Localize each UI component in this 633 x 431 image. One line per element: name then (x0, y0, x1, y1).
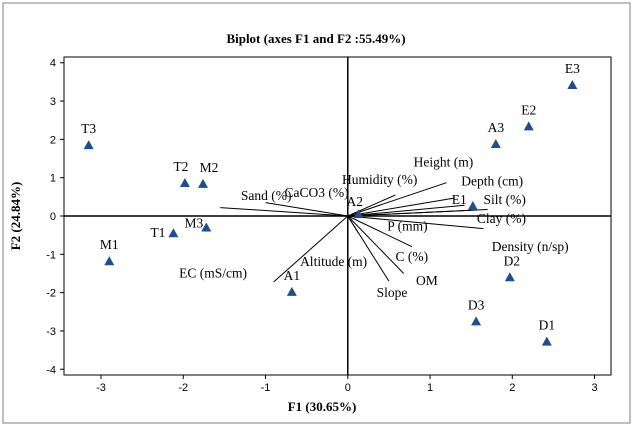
vector-label-clay: Clay (%) (477, 211, 526, 226)
x-axis-label: F1 (30.65%) (288, 399, 357, 414)
x-tick-label: -1 (261, 382, 271, 394)
point-label-t3: T3 (81, 121, 96, 136)
y-tick-label: 1 (50, 173, 56, 185)
axis-ticks: -3 -2 -1 0 1 2 3 4 3 2 1 0 -1 -2 -3 -4 (46, 58, 597, 394)
vector-label-density-n-sp: Density (n/sp) (492, 239, 569, 254)
point-e1 (467, 201, 478, 211)
vector-depth-cm (347, 197, 455, 217)
point-label-a3: A3 (488, 120, 505, 135)
y-axis-label: F2 (24.84%) (8, 182, 23, 251)
x-tick-label: 1 (427, 382, 433, 394)
vector-label-silt: Silt (%) (484, 192, 526, 207)
chart-title: Biplot (axes F1 and F2 :55.49%) (226, 31, 405, 46)
y-tick-label: 4 (50, 58, 56, 70)
point-e3 (567, 79, 578, 89)
x-tick-label: 0 (345, 382, 351, 394)
vector-label-p-mm: P (mm) (387, 219, 427, 234)
y-tick-label: 0 (50, 211, 56, 223)
y-tick-label: -3 (46, 326, 56, 338)
point-label-e2: E2 (521, 102, 536, 117)
point-label-d1: D1 (539, 318, 556, 333)
vector-ec-ms-cm (273, 215, 349, 283)
point-d2 (504, 272, 515, 282)
vector-clay (347, 208, 488, 217)
y-tick-label: -2 (46, 288, 56, 300)
vector-silt (347, 204, 465, 217)
vector-om (347, 215, 405, 274)
point-label-d2: D2 (504, 253, 521, 268)
vector-label-altitude-m: Altitude (m) (300, 254, 367, 269)
vector-label-caco3: CaCO3 (%) (284, 185, 348, 200)
variable-vectors: CaCO3 (%)Sand (%) Humidity (%) Height (m) D… (179, 155, 568, 300)
point-label-m1: M1 (100, 237, 119, 252)
y-tick-label: -4 (46, 364, 56, 376)
vector-label-depth-cm: Depth (cm) (461, 173, 523, 188)
vector-humidity (347, 194, 396, 217)
vector-height-m (347, 182, 447, 217)
vector-label-om: OM (416, 273, 438, 288)
point-label-e1: E1 (452, 192, 467, 207)
vector-label-slope: Slope (377, 285, 408, 300)
x-tick-label: -2 (178, 382, 188, 394)
point-m2 (198, 178, 209, 188)
point-label-t1: T1 (150, 225, 165, 240)
point-m1 (104, 256, 115, 266)
point-d1 (541, 336, 552, 346)
vector-label-humidity: Humidity (%) (342, 172, 417, 187)
vector-altitude-m (347, 215, 359, 234)
point-t2 (179, 178, 190, 188)
point-d3 (471, 316, 482, 326)
point-m3 (201, 222, 212, 232)
vector-label-ec-ms-cm: EC (mS/cm) (179, 266, 247, 281)
vector-density-n-sp (347, 215, 484, 230)
point-label-d3: D3 (468, 297, 485, 312)
vector-c (347, 215, 413, 248)
vector-label-sand: Sand (%) (241, 188, 292, 203)
vector-caco3 (265, 202, 348, 217)
x-tick-label: -3 (96, 382, 106, 394)
point-t1 (168, 228, 179, 238)
vector-sand (220, 207, 348, 217)
x-tick-label: 3 (591, 382, 597, 394)
y-tick-label: -1 (46, 249, 56, 261)
point-label-a1: A1 (284, 268, 301, 283)
point-label-m2: M2 (200, 160, 219, 175)
point-label-a2: A2 (346, 194, 363, 209)
point-a1 (286, 286, 297, 296)
point-e2 (523, 121, 534, 131)
observation-points: E3 E2 A3 T3 T2 M2 E1 A2 T1 M3 M1 D2 A1 D3 D1 (81, 61, 580, 346)
point-label-t2: T2 (173, 159, 188, 174)
point-a3 (490, 138, 501, 148)
vector-label-height-m: Height (m) (414, 155, 474, 170)
point-t3 (83, 140, 94, 150)
vector-label-c: C (%) (395, 249, 428, 264)
point-a2 (353, 209, 364, 219)
x-tick-label: 2 (509, 382, 515, 394)
point-label-e3: E3 (565, 61, 580, 76)
point-label-m3: M3 (185, 215, 204, 230)
y-tick-label: 3 (50, 96, 56, 108)
y-tick-label: 2 (50, 134, 56, 146)
